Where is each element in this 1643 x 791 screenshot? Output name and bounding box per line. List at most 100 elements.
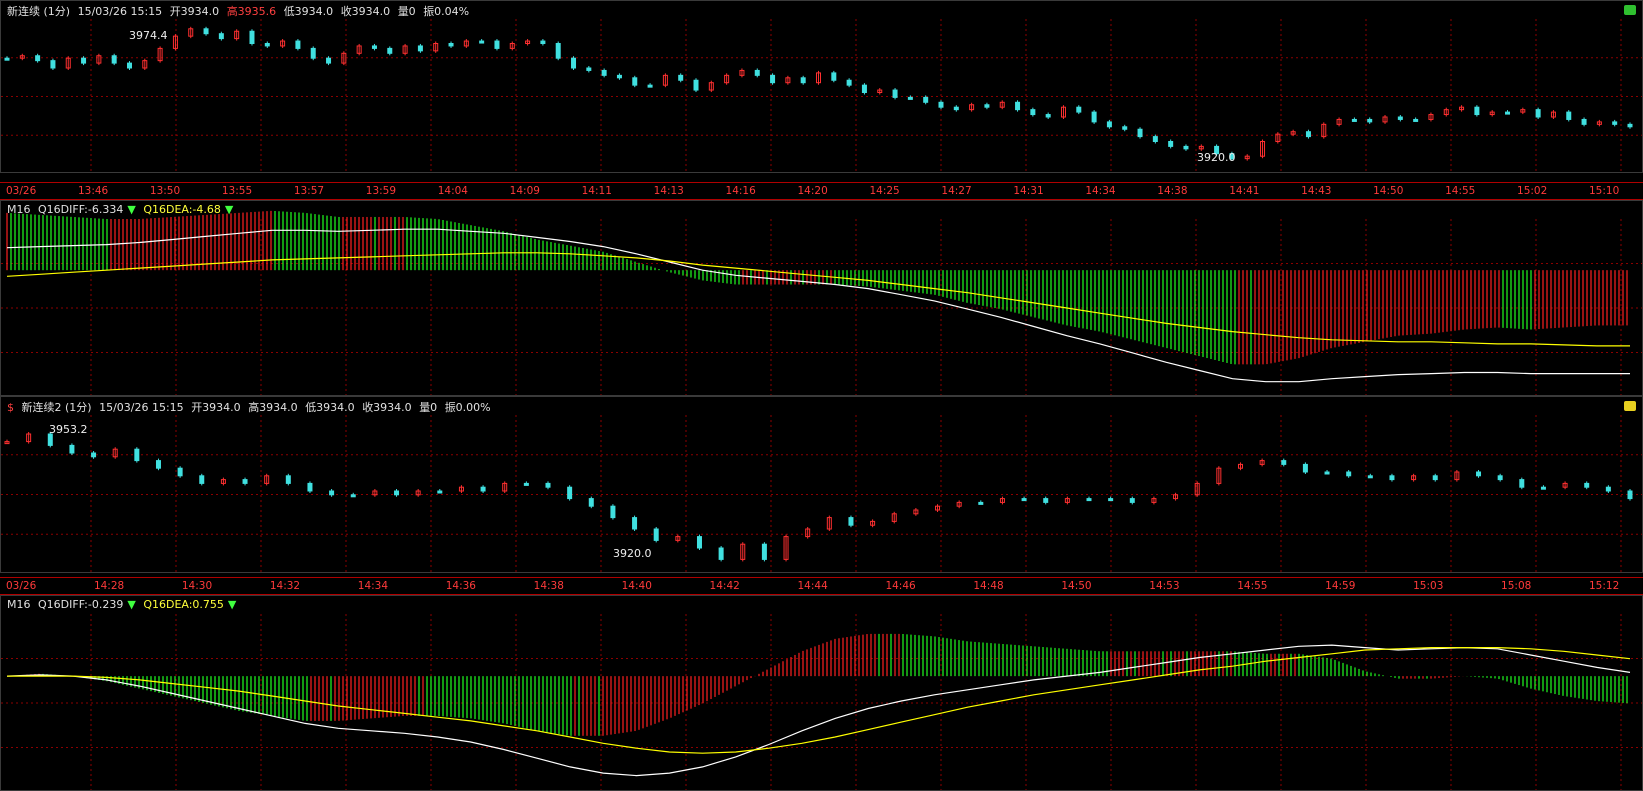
time-axis-tick: 15:08 [1501, 580, 1532, 592]
candle-body [35, 55, 41, 62]
candle-body [785, 77, 791, 84]
time-axis-tick: 13:59 [365, 185, 397, 197]
candle-body [1443, 109, 1449, 116]
candle-body [891, 513, 897, 522]
quote-high: 高3935.6 [226, 5, 277, 18]
candle-body [740, 543, 746, 560]
candle-body [1397, 116, 1403, 120]
candle-body [846, 79, 852, 86]
quote-header: $ 新连续2 (1分) 15/03/26 15:15 开3934.0 高3934… [7, 399, 495, 415]
candle-body [310, 47, 316, 59]
candle-body [329, 490, 335, 496]
candle-body [1198, 145, 1204, 150]
candle-body [1091, 111, 1097, 123]
candle-body [1459, 106, 1465, 111]
dollar-icon: $ [7, 401, 14, 414]
diff-value: Q16DIFF:-6.334 [38, 203, 124, 216]
candle-body [848, 517, 854, 526]
candle-body [870, 520, 876, 526]
candle-body [1566, 111, 1572, 120]
price-chart-panel-3[interactable]: $ 新连续2 (1分) 15/03/26 15:15 开3934.0 高3934… [0, 396, 1643, 573]
time-axis-tick: 15:10 [1589, 185, 1620, 197]
time-axis-tick: 13:46 [77, 185, 109, 197]
candle-body [264, 43, 270, 47]
indicator-panel-2[interactable]: M16 Q16DIFF:-6.334 ▼ Q16DEA:-4.68 ▼ [0, 200, 1643, 396]
time-axis-tick: 14:59 [1325, 580, 1356, 592]
candle-body [1336, 118, 1342, 125]
candle-body [1612, 121, 1618, 125]
quote-header: 新连续 (1分) 15/03/26 15:15 开3934.0 高3935.6 … [7, 3, 473, 19]
green-flag-icon[interactable] [1624, 5, 1636, 15]
quote-volume: 量0 [419, 401, 438, 414]
dea-value: Q16DEA:-4.68 [143, 203, 221, 216]
time-axis-tick: 14:36 [445, 580, 476, 592]
time-axis-tick: 13:50 [149, 185, 181, 197]
candle-body [783, 536, 789, 560]
candle-body [1627, 123, 1633, 128]
candle-body [999, 498, 1005, 503]
time-axis-tick: 03/26 [6, 185, 37, 197]
candle-body [341, 52, 347, 64]
candle-body [632, 77, 638, 86]
time-axis-tick: 14:13 [653, 185, 684, 197]
candle-body [938, 101, 944, 108]
down-arrow-icon: ▼ [224, 203, 234, 216]
candle-body [50, 60, 56, 69]
candle-body [653, 528, 659, 541]
time-axis-tick: 15:03 [1413, 580, 1444, 592]
indicator-panel-4[interactable]: M16 Q16DIFF:-0.239 ▼ Q16DEA:0.755 ▼ [0, 595, 1643, 791]
candle-body [800, 77, 806, 84]
candle-body [91, 452, 97, 458]
candle-body [1346, 471, 1352, 477]
candle-body [1351, 118, 1357, 122]
down-arrow-icon: ▼ [127, 598, 136, 611]
candle-body [350, 494, 356, 498]
candle-body [155, 460, 161, 469]
candle-body [1106, 121, 1112, 128]
candle-body [479, 40, 485, 44]
candle-body [387, 47, 393, 54]
candle-body [523, 482, 529, 486]
yellow-flag-icon[interactable] [1624, 401, 1636, 411]
candle-body [494, 40, 500, 49]
quote-amplitude: 振0.00% [444, 401, 491, 414]
candle-body [540, 40, 546, 44]
time-axis-tick: 14:50 [1373, 185, 1404, 197]
candle-body [1476, 471, 1482, 477]
indicator-header: M16 Q16DIFF:-0.239 ▼ Q16DEA:0.755 ▼ [7, 598, 240, 611]
candle-body [1382, 116, 1388, 123]
candle-body [1520, 109, 1526, 113]
time-axis-tick: 14:50 [1061, 580, 1092, 592]
candle-body [1584, 482, 1590, 488]
candle-body [877, 89, 883, 94]
candle-body [1060, 106, 1066, 118]
min-price-label: 3920.0 [1197, 151, 1236, 164]
candle-body [1275, 133, 1281, 142]
candle-body [1305, 131, 1311, 138]
candle-body [47, 433, 53, 446]
candle-body [632, 517, 638, 530]
time-axis-tick: 14:11 [581, 185, 612, 197]
candle-body [978, 501, 984, 505]
candle-body [1605, 486, 1611, 492]
candle-body [1550, 111, 1556, 118]
candle-body [96, 55, 102, 64]
candle-body [1321, 123, 1327, 138]
candle-body [678, 74, 684, 81]
candle-body [1581, 118, 1587, 125]
candle-body [1086, 498, 1092, 502]
quote-close: 收3934.0 [340, 5, 391, 18]
candle-body [545, 482, 551, 488]
candle-body [371, 45, 377, 49]
max-price-label: 3953.2 [49, 423, 88, 436]
quote-open: 开3934.0 [169, 5, 220, 18]
candle-body [610, 505, 616, 519]
time-axis-tick: 14:09 [509, 185, 540, 197]
quote-volume: 量0 [397, 5, 416, 18]
candle-body [1076, 106, 1082, 113]
candle-body [242, 479, 248, 484]
price-chart-panel-1[interactable]: 新连续 (1分) 15/03/26 15:15 开3934.0 高3935.6 … [0, 0, 1643, 173]
candle-body [4, 441, 10, 445]
candle-body [1432, 475, 1438, 481]
candle-body [1497, 475, 1503, 481]
